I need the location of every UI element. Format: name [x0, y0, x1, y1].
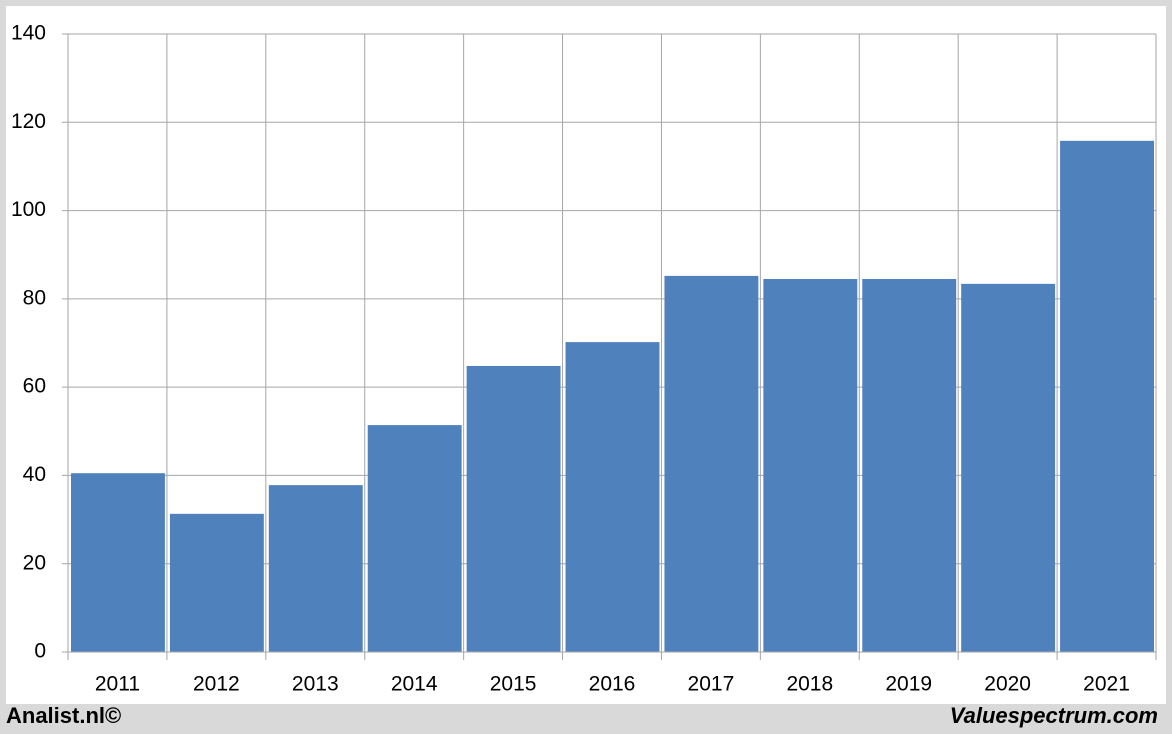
- bar: [862, 278, 957, 652]
- y-tick-label: 20: [23, 551, 46, 574]
- bar: [169, 513, 264, 652]
- bar: [763, 278, 858, 652]
- bar: [367, 425, 462, 652]
- x-tick-label: 2012: [193, 673, 240, 696]
- x-tick-label: 2020: [984, 673, 1031, 696]
- y-tick-label: 0: [34, 640, 46, 663]
- x-tick-label: 2017: [688, 673, 735, 696]
- y-tick-label: 100: [11, 198, 46, 221]
- x-tick-label: 2011: [95, 673, 140, 696]
- bar: [71, 473, 165, 652]
- x-tick-label: 2013: [292, 673, 339, 696]
- bar: [268, 485, 363, 652]
- y-tick-label: 60: [23, 375, 46, 398]
- bar: [664, 275, 759, 652]
- x-tick-label: 2021: [1083, 673, 1130, 696]
- bar: [565, 342, 660, 652]
- bar: [961, 283, 1056, 652]
- x-tick-label: 2018: [786, 673, 833, 696]
- y-tick-label: 140: [11, 22, 46, 45]
- x-tick-label: 2015: [490, 673, 537, 696]
- bar: [1060, 140, 1154, 652]
- y-tick-label: 80: [23, 286, 46, 309]
- x-tick-label: 2019: [885, 673, 932, 696]
- y-tick-label: 40: [23, 463, 46, 486]
- x-tick-label: 2016: [589, 673, 636, 696]
- footer-left: Analist.nl©: [6, 703, 121, 728]
- bar: [466, 365, 561, 652]
- x-tick-label: 2014: [391, 673, 438, 696]
- y-tick-label: 120: [11, 110, 46, 133]
- footer-right: Valuespectrum.com: [950, 703, 1158, 728]
